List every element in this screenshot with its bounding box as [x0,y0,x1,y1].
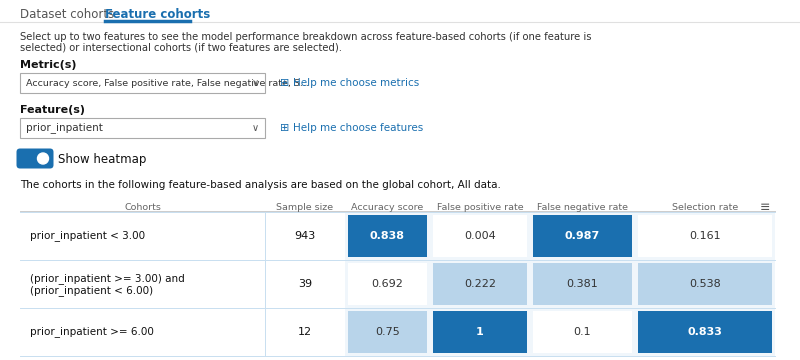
Text: 0.987: 0.987 [565,231,600,241]
Text: 12: 12 [298,327,312,337]
Text: Show heatmap: Show heatmap [58,153,146,166]
Bar [533,311,632,353]
Bar [533,215,632,257]
Text: 1: 1 [476,327,484,337]
Text: ∨: ∨ [251,123,258,133]
Circle shape [38,153,49,164]
Bar [348,215,427,257]
Bar [433,311,527,353]
Text: 0.838: 0.838 [370,231,405,241]
Text: ⊞: ⊞ [280,78,290,88]
Text: 0.004: 0.004 [464,231,496,241]
Text: Select up to two features to see the model performance breakdown across feature-: Select up to two features to see the mod… [20,32,591,42]
Bar [20,260,775,308]
Text: Help me choose features: Help me choose features [293,123,423,133]
Text: False positive rate: False positive rate [437,203,523,212]
FancyBboxPatch shape [17,148,54,168]
Text: Help me choose metrics: Help me choose metrics [293,78,419,88]
Bar [20,212,775,260]
Bar [20,212,265,260]
Text: 0.161: 0.161 [689,231,721,241]
Bar [638,215,772,257]
Bar [433,215,527,257]
Text: Dataset cohorts: Dataset cohorts [20,8,114,21]
Text: 0.692: 0.692 [371,279,403,289]
Text: 0.75: 0.75 [375,327,400,337]
Bar [433,263,527,305]
FancyBboxPatch shape [20,73,265,93]
Text: ⊞: ⊞ [280,123,290,133]
Bar [20,308,775,356]
Text: False negative rate: False negative rate [537,203,628,212]
Text: Metric(s): Metric(s) [20,60,77,70]
Text: prior_inpatient >= 6.00: prior_inpatient >= 6.00 [30,327,154,337]
Bar [265,260,345,308]
Text: 0.381: 0.381 [566,279,598,289]
Text: 0.833: 0.833 [687,327,722,337]
Text: Cohorts: Cohorts [124,203,161,212]
Text: 39: 39 [298,279,312,289]
Text: 0.222: 0.222 [464,279,496,289]
Text: Feature(s): Feature(s) [20,105,85,115]
Bar [20,308,265,356]
Text: selected) or intersectional cohorts (if two features are selected).: selected) or intersectional cohorts (if … [20,43,342,53]
Text: (prior_inpatient < 6.00): (prior_inpatient < 6.00) [30,285,153,296]
Bar [348,263,427,305]
Text: ≡: ≡ [759,202,770,215]
Bar [638,263,772,305]
Text: Sample size: Sample size [277,203,334,212]
Text: prior_inpatient < 3.00: prior_inpatient < 3.00 [30,230,145,242]
Bar [638,311,772,353]
Text: 0.538: 0.538 [689,279,721,289]
Bar [265,308,345,356]
Bar [265,212,345,260]
Text: Selection rate: Selection rate [672,203,738,212]
Text: The cohorts in the following feature-based analysis are based on the global coho: The cohorts in the following feature-bas… [20,180,501,190]
Bar [533,263,632,305]
Bar [348,311,427,353]
Text: prior_inpatient: prior_inpatient [26,122,103,134]
Text: (prior_inpatient >= 3.00) and: (prior_inpatient >= 3.00) and [30,274,185,284]
Text: Accuracy score: Accuracy score [351,203,424,212]
Text: 0.1: 0.1 [574,327,591,337]
Text: 943: 943 [294,231,316,241]
Text: ∨: ∨ [251,78,258,88]
FancyBboxPatch shape [20,118,265,138]
Bar [20,260,265,308]
Text: Accuracy score, False positive rate, False negative rate, S...: Accuracy score, False positive rate, Fal… [26,78,309,87]
Text: Feature cohorts: Feature cohorts [105,8,210,21]
